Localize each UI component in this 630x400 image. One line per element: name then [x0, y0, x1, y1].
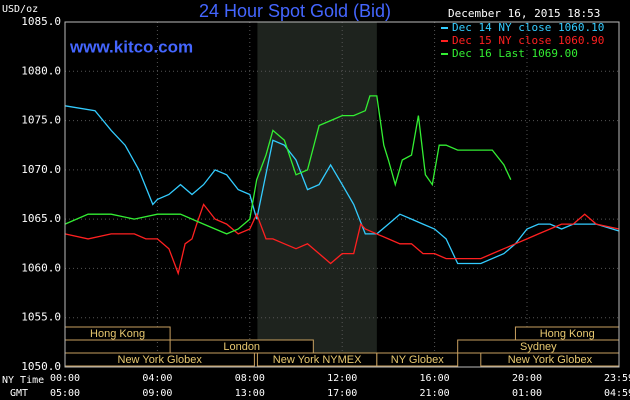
gmt-tick-label: 09:00	[142, 388, 172, 399]
y-tick-label: 1070.0	[21, 163, 61, 176]
gmt-tick-label: 13:00	[235, 388, 265, 399]
x-tick-label: 23:59	[604, 373, 630, 384]
session-bar	[376, 352, 459, 367]
session-label: New York NYMEX	[273, 354, 362, 366]
price-line	[64, 95, 512, 235]
session-label: London	[223, 341, 260, 353]
shaded-range	[257, 22, 377, 367]
session-label: New York Globex	[118, 354, 203, 366]
y-unit: USD/oz	[2, 4, 38, 15]
y-tick-label: 1050.0	[21, 360, 61, 373]
y-tick-label: 1065.0	[21, 212, 61, 225]
watermark: www.kitco.com	[69, 37, 193, 56]
x-tick-label: 12:00	[327, 373, 357, 384]
gmt-tick-label: 01:00	[512, 388, 542, 399]
session-label: NY Globex	[391, 354, 444, 366]
x-tick-label: 16:00	[420, 373, 450, 384]
x-tick-label: 04:00	[142, 373, 172, 384]
session-label: Sydney	[520, 341, 557, 353]
plot-frame	[64, 21, 620, 368]
gmt-tick-label: 05:00	[50, 388, 80, 399]
x-row-label: GMT	[10, 388, 28, 399]
legend-label: Dec 15 NY close 1060.90	[452, 34, 604, 47]
y-tick-label: 1055.0	[21, 311, 61, 324]
timestamp: December 16, 2015 18:53	[448, 7, 600, 20]
session-label: Hong Kong	[90, 328, 145, 340]
gmt-tick-label: 21:00	[420, 388, 450, 399]
legend-label: Dec 14 NY close 1060.10	[452, 21, 604, 34]
chart-title: 24 Hour Spot Gold (Bid)	[199, 1, 391, 21]
legend-label: Dec 16 Last 1069.00	[452, 47, 578, 60]
price-line	[64, 203, 620, 276]
x-tick-label: 00:00	[50, 373, 80, 384]
y-tick-label: 1080.0	[21, 64, 61, 77]
session-label: New York Globex	[508, 354, 593, 366]
x-row-label: NY Time	[2, 375, 44, 386]
y-tick-label: 1060.0	[21, 261, 61, 274]
x-tick-label: 08:00	[235, 373, 265, 384]
gmt-tick-label: 04:59	[604, 388, 630, 399]
y-tick-label: 1085.0	[21, 15, 61, 28]
x-tick-label: 20:00	[512, 373, 542, 384]
session-label: Hong Kong	[540, 328, 595, 340]
y-tick-label: 1075.0	[21, 114, 61, 127]
gmt-tick-label: 17:00	[327, 388, 357, 399]
